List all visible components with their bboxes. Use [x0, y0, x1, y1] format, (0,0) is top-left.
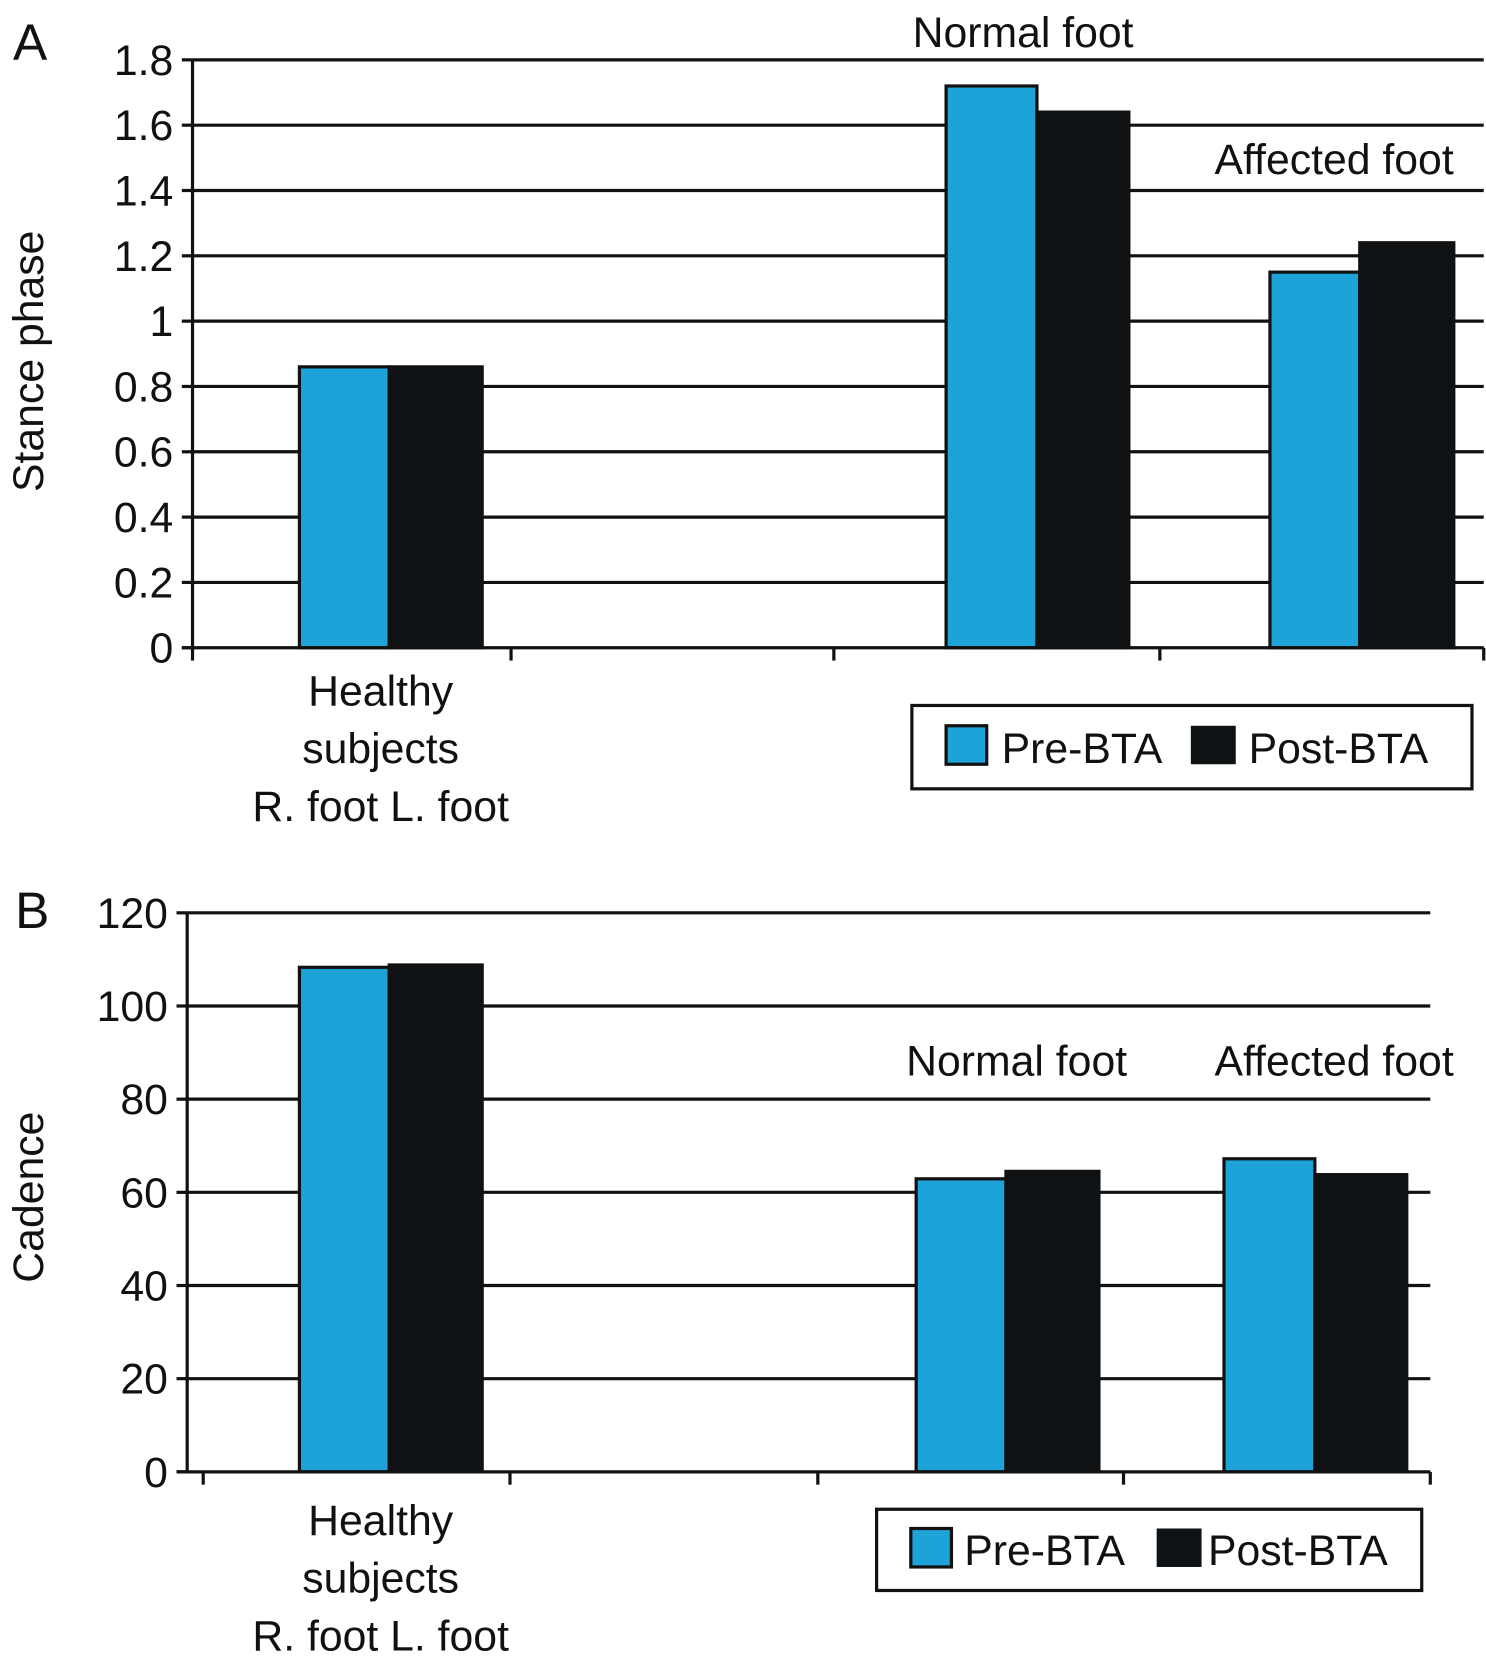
y-tick-label: 0 [144, 1449, 168, 1497]
legend-label-pre-b: Pre-BTA [964, 1527, 1125, 1575]
axes-a [181, 59, 1486, 661]
y-tick-label: 1.4 [114, 167, 173, 215]
x-label-line-3-b: R. foot L. foot [252, 1612, 509, 1660]
y-tick-label: 80 [120, 1076, 168, 1124]
bar-post-healthy-subjects [387, 963, 484, 1474]
y-ticks-a: 0 0.2 0.4 0.6 0.8 1 1.2 1.4 1.6 1.8 [114, 37, 193, 673]
legend-swatch-post-b [1156, 1528, 1202, 1567]
legend-swatch-pre-a [944, 724, 989, 766]
y-tick-label: 0.8 [114, 363, 173, 411]
chart-a: A Stance phase 0 0.2 0.4 0.6 0.8 1 1.2 1.4 1.6 1.… [5, 9, 1486, 831]
legend-label-post-a: Post-BTA [1249, 725, 1429, 773]
bar-post-affected-foot [1358, 241, 1456, 650]
bar-pre-affected-foot [1268, 270, 1362, 650]
y-tick-label: 1.2 [114, 233, 173, 281]
axes-b [176, 912, 1432, 1485]
y-tick-label: 0.4 [114, 494, 173, 542]
bar-pre-affected-foot [1222, 1157, 1317, 1474]
y-tick-label: 1.6 [114, 102, 173, 150]
legend-swatch-post-a [1190, 725, 1236, 765]
legend-b: Pre-BTA Post-BTA [875, 1507, 1424, 1593]
y-axis-label-a: Stance phase [5, 231, 53, 492]
bar-pre-normal-foot [914, 1177, 1008, 1474]
bars-a [297, 84, 1456, 650]
x-label-line-1-b: Healthy [308, 1497, 454, 1545]
x-label-line-1-a: Healthy [308, 667, 454, 715]
y-tick-label: 1.8 [114, 37, 173, 85]
y-tick-label: 100 [97, 983, 168, 1031]
x-label-line-2-b: subjects [302, 1555, 459, 1603]
x-label-line-2-a: subjects [302, 725, 459, 773]
y-tick-label: 0.2 [114, 559, 173, 607]
y-tick-label: 60 [120, 1169, 168, 1217]
legend-swatch-pre-b [909, 1526, 954, 1569]
bar-pre-normal-foot [944, 84, 1039, 650]
bar-post-affected-foot [1313, 1173, 1409, 1474]
annotation-normal-foot-a: Normal foot [913, 9, 1134, 57]
y-tick-label: 0.6 [114, 429, 173, 477]
y-axis-label-b: Cadence [5, 1112, 53, 1283]
legend-a: Pre-BTA Post-BTA [910, 703, 1474, 791]
x-label-line-3-a: R. foot L. foot [252, 783, 509, 831]
bars-b [297, 963, 1409, 1474]
annotation-affected-foot-a: Affected foot [1214, 136, 1453, 184]
y-tick-label: 40 [120, 1262, 168, 1310]
annotation-affected-foot-b: Affected foot [1214, 1037, 1453, 1085]
bar-post-normal-foot [1035, 110, 1131, 650]
legend-label-pre-a: Pre-BTA [1002, 725, 1163, 773]
y-ticks-b: 0 20 40 60 80 100 120 [97, 890, 188, 1497]
bar-post-healthy-subjects [387, 365, 484, 650]
y-tick-label: 1 [150, 298, 174, 346]
panel-label-a: A [13, 14, 48, 71]
legend-box-b [875, 1507, 1424, 1593]
legend-label-post-b: Post-BTA [1208, 1527, 1388, 1575]
bar-post-normal-foot [1004, 1169, 1101, 1474]
annotation-normal-foot-b: Normal foot [906, 1037, 1127, 1085]
y-tick-label: 20 [120, 1356, 168, 1404]
bar-pre-healthy-subjects [297, 365, 391, 650]
chart-b: B Cadence 0 20 40 60 80 100 120 Normal foot Af… [5, 882, 1454, 1661]
bar-pre-healthy-subjects [297, 965, 391, 1474]
y-tick-label: 0 [150, 625, 174, 673]
y-tick-label: 120 [97, 890, 168, 938]
panel-label-b: B [15, 882, 49, 939]
